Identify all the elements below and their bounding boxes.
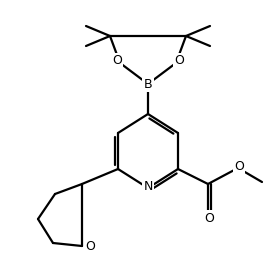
Text: O: O (85, 240, 95, 253)
Text: O: O (174, 54, 184, 68)
Text: B: B (144, 78, 152, 91)
Text: O: O (112, 54, 122, 68)
Text: N: N (143, 181, 153, 193)
Text: O: O (204, 211, 214, 224)
Text: O: O (234, 160, 244, 172)
